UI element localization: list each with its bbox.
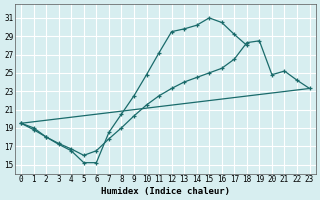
X-axis label: Humidex (Indice chaleur): Humidex (Indice chaleur)	[101, 187, 230, 196]
